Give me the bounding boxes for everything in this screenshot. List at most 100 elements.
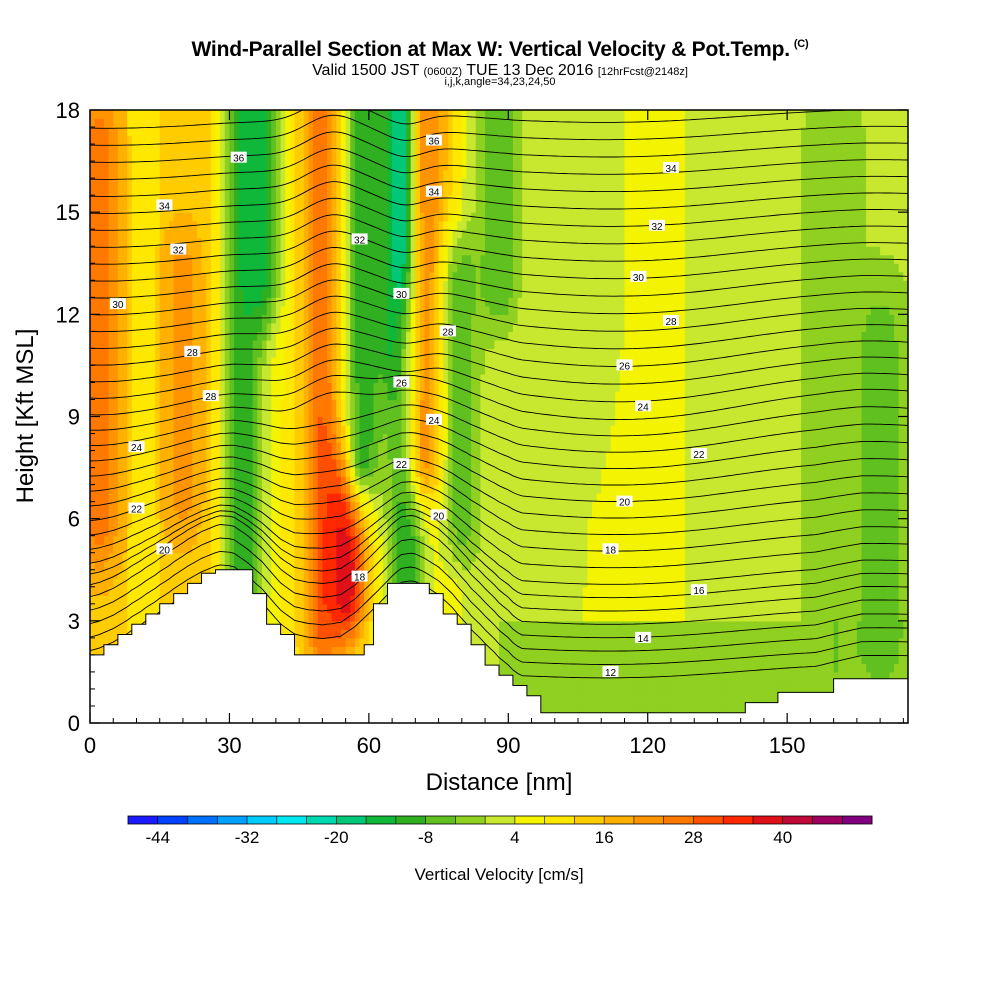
velocity-cell [220,365,225,374]
velocity-cell [104,536,109,545]
velocity-cell [90,434,95,443]
velocity-cell [150,144,155,153]
velocity-cell [271,561,276,570]
velocity-cell [206,119,211,128]
velocity-cell [308,161,313,170]
velocity-cell [276,238,281,247]
velocity-cell [253,434,258,443]
velocity-cell [215,246,220,255]
velocity-cell [155,246,160,255]
velocity-cell [285,459,290,468]
velocity-cell [132,340,137,349]
velocity-cell [164,331,169,340]
velocity-cell [239,468,244,477]
velocity-cell [248,272,253,281]
velocity-cell [113,110,118,119]
velocity-cell [243,195,248,204]
velocity-cell [295,417,300,426]
velocity-cell [136,357,141,366]
velocity-cell [401,127,406,136]
velocity-cell [262,263,267,272]
velocity-cell [378,323,383,332]
velocity-cell [164,595,169,604]
velocity-cell [141,221,146,230]
velocity-cell [123,255,128,264]
velocity-cell [234,170,239,179]
velocity-cell [188,289,193,298]
velocity-cell [220,442,225,451]
velocity-cell [183,178,188,187]
velocity-cell [271,578,276,587]
velocity-cell [276,425,281,434]
velocity-cell [308,127,313,136]
velocity-cell [192,417,197,426]
velocity-cell [234,297,239,306]
velocity-cell [290,323,295,332]
velocity-cell [346,204,351,213]
velocity-cell [188,153,193,162]
velocity-cell [239,391,244,400]
velocity-cell [397,485,402,494]
velocity-cell [327,110,332,119]
velocity-cell [155,144,160,153]
velocity-cell [355,357,360,366]
velocity-cell [183,544,188,553]
velocity-cell [220,195,225,204]
velocity-cell [276,451,281,460]
velocity-cell [113,365,118,374]
velocity-cell [401,238,406,247]
velocity-cell [304,587,309,596]
velocity-cell [406,246,411,255]
velocity-cell [383,357,388,366]
velocity-cell [215,425,220,434]
velocity-cell [387,170,392,179]
velocity-cell [192,246,197,255]
velocity-cell [327,493,332,502]
velocity-cell [146,297,151,306]
velocity-cell [90,510,95,519]
velocity-cell [327,119,332,128]
velocity-cell [243,170,248,179]
velocity-cell [202,119,207,128]
velocity-cell [360,187,365,196]
velocity-cell [332,110,337,119]
velocity-cell [383,204,388,213]
velocity-cell [99,382,104,391]
velocity-cell [253,272,258,281]
velocity-cell [267,144,272,153]
velocity-cell [202,365,207,374]
velocity-cell [304,459,309,468]
velocity-cell [281,348,286,357]
velocity-cell [364,561,369,570]
velocity-cell [387,331,392,340]
velocity-cell [350,638,355,647]
velocity-cell [267,417,272,426]
velocity-cell [308,561,313,570]
velocity-cell [271,110,276,119]
velocity-cell [206,544,211,553]
velocity-cell [136,195,141,204]
velocity-cell [136,280,141,289]
velocity-cell [132,399,137,408]
velocity-cell [104,519,109,528]
velocity-cell [262,204,267,213]
velocity-cell [183,399,188,408]
velocity-cell [146,493,151,502]
velocity-cell [118,238,123,247]
velocity-cell [164,314,169,323]
velocity-cell [164,229,169,238]
velocity-cell [150,348,155,357]
velocity-cell [155,119,160,128]
velocity-cell [90,365,95,374]
velocity-cell [90,536,95,545]
velocity-cell [192,391,197,400]
velocity-cell [364,621,369,630]
velocity-cell [225,468,230,477]
velocity-cell [220,110,225,119]
velocity-cell [146,502,151,511]
velocity-cell [253,425,258,434]
velocity-cell [155,127,160,136]
velocity-cell [178,212,183,221]
velocity-cell [174,110,179,119]
velocity-cell [211,425,216,434]
